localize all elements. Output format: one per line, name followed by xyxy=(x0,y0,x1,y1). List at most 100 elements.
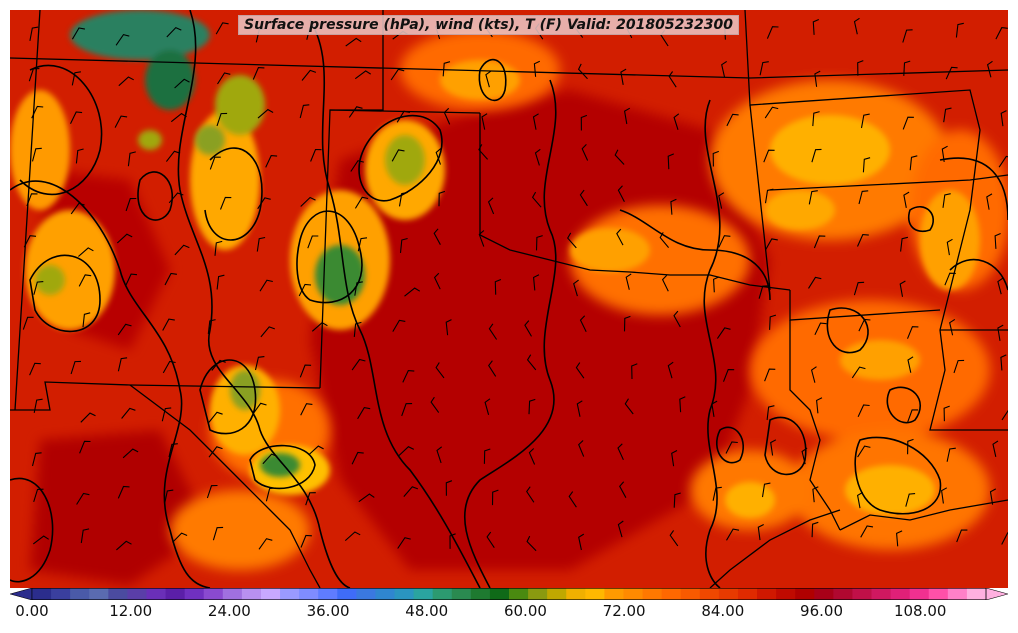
wind-barb xyxy=(75,148,84,164)
wind-barb xyxy=(673,113,680,130)
wind-barb xyxy=(484,398,491,415)
wind-barb xyxy=(997,324,1004,341)
wind-barb xyxy=(526,486,535,503)
wind-barb xyxy=(899,280,906,297)
wind-barb xyxy=(812,18,820,35)
wind-barb xyxy=(397,537,411,549)
colorbar-segment xyxy=(623,588,644,600)
wind-barb xyxy=(161,407,172,422)
colorbar-segment xyxy=(737,588,758,600)
wind-barb xyxy=(168,192,184,204)
wind-barb xyxy=(578,533,585,551)
wind-barb xyxy=(478,230,485,247)
wind-barb xyxy=(162,360,176,374)
wind-barb xyxy=(445,319,452,336)
wind-barb xyxy=(174,78,190,89)
wind-barb xyxy=(31,105,44,119)
wind-barb xyxy=(718,192,725,209)
wind-barb xyxy=(726,528,740,541)
wind-barb xyxy=(526,354,537,371)
wind-barb xyxy=(579,189,588,207)
colorbar-segment xyxy=(394,588,415,600)
wind-barb xyxy=(669,530,679,547)
wind-barb xyxy=(659,232,670,248)
wind-barb xyxy=(443,107,451,125)
wind-barb xyxy=(252,402,267,415)
wind-barb xyxy=(535,235,543,251)
colorbar-segment xyxy=(432,588,453,600)
wind-barb xyxy=(526,535,537,552)
wind-barb xyxy=(494,278,502,295)
wind-barb xyxy=(998,155,1008,168)
wind-barb xyxy=(721,60,728,78)
wind-barb xyxy=(433,228,441,245)
wind-barb xyxy=(391,149,405,162)
wind-barb xyxy=(808,190,818,205)
colorbar-segment xyxy=(127,588,147,600)
wind-barb xyxy=(117,357,128,372)
colorbar-tick-label: 12.00 xyxy=(109,602,153,620)
wind-barb xyxy=(358,493,375,503)
colorbar-segment xyxy=(566,588,586,600)
colorbar-segment xyxy=(222,588,243,600)
wind-barb xyxy=(579,315,587,333)
wind-barb xyxy=(29,362,41,376)
colorbar-segment xyxy=(489,588,510,600)
wind-barb xyxy=(900,236,909,252)
wind-barb xyxy=(488,360,497,377)
wind-barb xyxy=(667,361,674,379)
wind-barb xyxy=(209,156,221,170)
colorbar-segment xyxy=(604,588,624,600)
wind-barb xyxy=(942,193,951,208)
wind-barb xyxy=(812,111,820,127)
wind-barb xyxy=(896,530,903,547)
wind-barb xyxy=(354,196,369,209)
wind-barb xyxy=(71,27,86,40)
wind-barb xyxy=(80,412,96,423)
colorbar-segment xyxy=(375,588,396,600)
wind-barb xyxy=(1001,532,1008,545)
wind-barb xyxy=(528,448,536,465)
wind-barb xyxy=(576,400,583,417)
cool-terrain-regions xyxy=(35,10,425,477)
colorbar-segment xyxy=(108,588,128,600)
wind-barb xyxy=(857,404,870,418)
wind-barb xyxy=(903,60,911,76)
wind-barb xyxy=(907,409,919,423)
colorbar-segment xyxy=(833,588,853,600)
colorbar-segment xyxy=(337,588,357,600)
wind-barb xyxy=(260,326,275,338)
wind-barb xyxy=(211,359,226,371)
colorbar-segment xyxy=(585,588,605,600)
colorbar-segment xyxy=(241,588,262,600)
colorbar-segment xyxy=(260,588,281,600)
wind-barb xyxy=(770,439,777,456)
wind-barb xyxy=(946,447,956,462)
wind-barb xyxy=(573,279,579,297)
wind-barb xyxy=(995,27,1008,40)
wind-barb xyxy=(725,441,738,454)
wind-barb xyxy=(348,106,363,118)
colorbar-segment xyxy=(928,588,949,600)
wind-barb xyxy=(26,193,38,207)
wind-barb xyxy=(769,314,777,330)
wind-barb xyxy=(401,403,413,417)
wind-barb xyxy=(301,69,317,81)
colorbar-segment xyxy=(795,588,815,600)
wind-barb xyxy=(671,450,678,467)
wind-barb xyxy=(534,148,541,166)
wind-barb xyxy=(164,489,174,504)
wind-barb xyxy=(31,452,42,467)
colorbar-segment xyxy=(146,588,167,600)
colorbar-min-extend xyxy=(10,588,33,600)
wind-barb xyxy=(907,356,914,373)
wind-barb xyxy=(442,61,451,77)
colorbar-segment xyxy=(699,588,720,600)
wind-barb xyxy=(994,232,1001,249)
wind-barb xyxy=(986,193,993,210)
wind-barb xyxy=(172,532,188,543)
wind-barb xyxy=(533,60,541,77)
wind-barb xyxy=(478,144,489,160)
wind-barb xyxy=(568,491,577,508)
wind-barb xyxy=(305,492,316,506)
